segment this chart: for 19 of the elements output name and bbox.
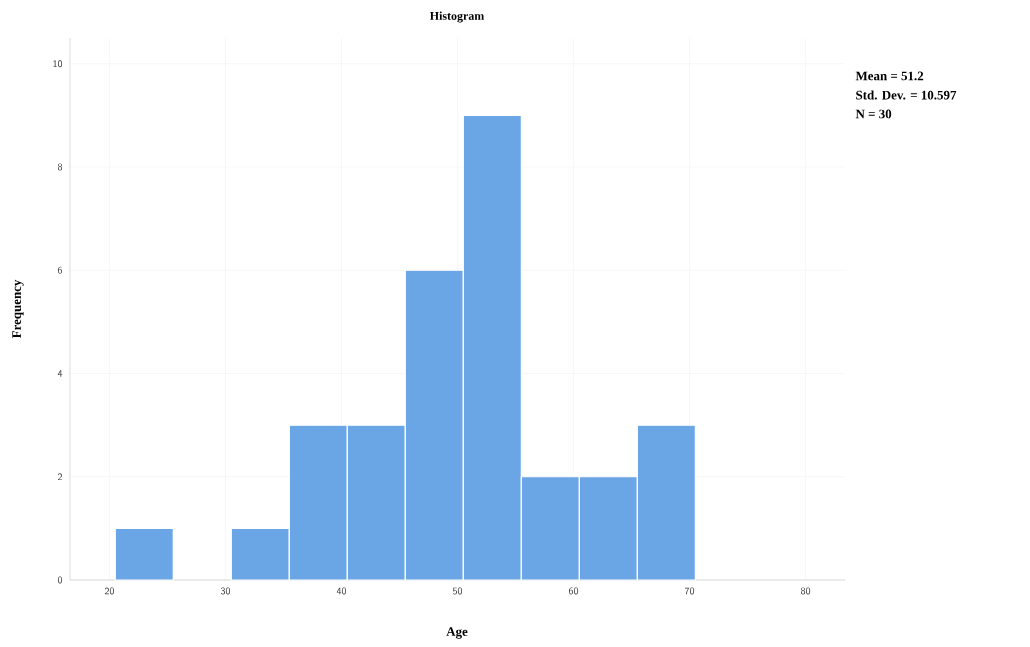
y-tick-label: 2 — [57, 473, 62, 481]
y-tick-label: 6 — [57, 266, 63, 274]
chart-title: Histogram — [429, 11, 485, 23]
y-axis-title: Frequency — [12, 279, 24, 339]
x-tick-label: 40 — [336, 587, 347, 595]
x-tick-label: 50 — [452, 587, 463, 595]
x-tick-label: 80 — [801, 587, 811, 595]
text: N = 30 — [855, 109, 892, 119]
x-tick-label: 20 — [104, 587, 115, 595]
y-tick-label: 4 — [57, 370, 63, 377]
y-tick-label: 8 — [57, 163, 63, 171]
x-tick-label: 60 — [568, 587, 579, 595]
x-tick-label: 70 — [684, 587, 695, 595]
x-tick-label: 30 — [220, 587, 231, 595]
text: Std. Dev. = 10.597 — [856, 90, 957, 100]
y-tick-label: 10 — [53, 60, 63, 68]
text: Mean = 51.2 — [855, 71, 924, 81]
y-tick-label: 0 — [57, 576, 63, 584]
x-axis-title: Age — [446, 627, 468, 639]
